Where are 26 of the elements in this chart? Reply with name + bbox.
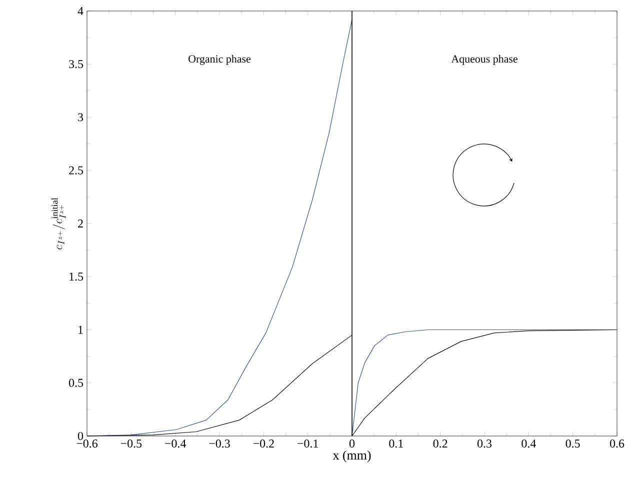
y-tick-label: 4 [78, 7, 84, 15]
x-tick-label: 0.1 [389, 440, 403, 448]
annotation: Aqueous phase [451, 54, 518, 65]
y-tick-label: 2.5 [69, 166, 84, 174]
x-axis-title: x (mm) [332, 450, 371, 462]
y-tick-label: 0.5 [68, 378, 84, 387]
y-tick-label: 1 [78, 326, 83, 334]
x-tick-label: −0.3 [209, 440, 230, 448]
x-tick-label: 0.6 [610, 440, 624, 448]
x-tick-label: 0.4 [522, 440, 536, 448]
x-tick-label: −0.2 [253, 440, 274, 448]
x-tick-label: 0.2 [433, 440, 448, 448]
y-tick-label: 3 [78, 113, 84, 122]
x-tick-label: −0.4 [165, 440, 186, 448]
y-tick-label: 1.5 [70, 272, 84, 281]
y-axis-title: $c_{I^{z+}}/c_{I^{z+}}^{\mathrm{initial}}$ [51, 198, 66, 250]
x-tick-label: 0 [349, 440, 355, 448]
x-tick-label: −0.6 [76, 440, 98, 448]
y-tick-label: 2 [78, 220, 83, 228]
y-tick-label: 3.5 [69, 60, 84, 68]
x-tick-label: 0.5 [566, 440, 580, 448]
y-tick-label: 0 [78, 432, 84, 440]
x-tick-label: −0.1 [298, 440, 318, 448]
annotation: Organic phase [188, 54, 251, 65]
x-tick-label: 0.3 [477, 440, 492, 448]
x-tick-label: −0.5 [120, 440, 142, 448]
